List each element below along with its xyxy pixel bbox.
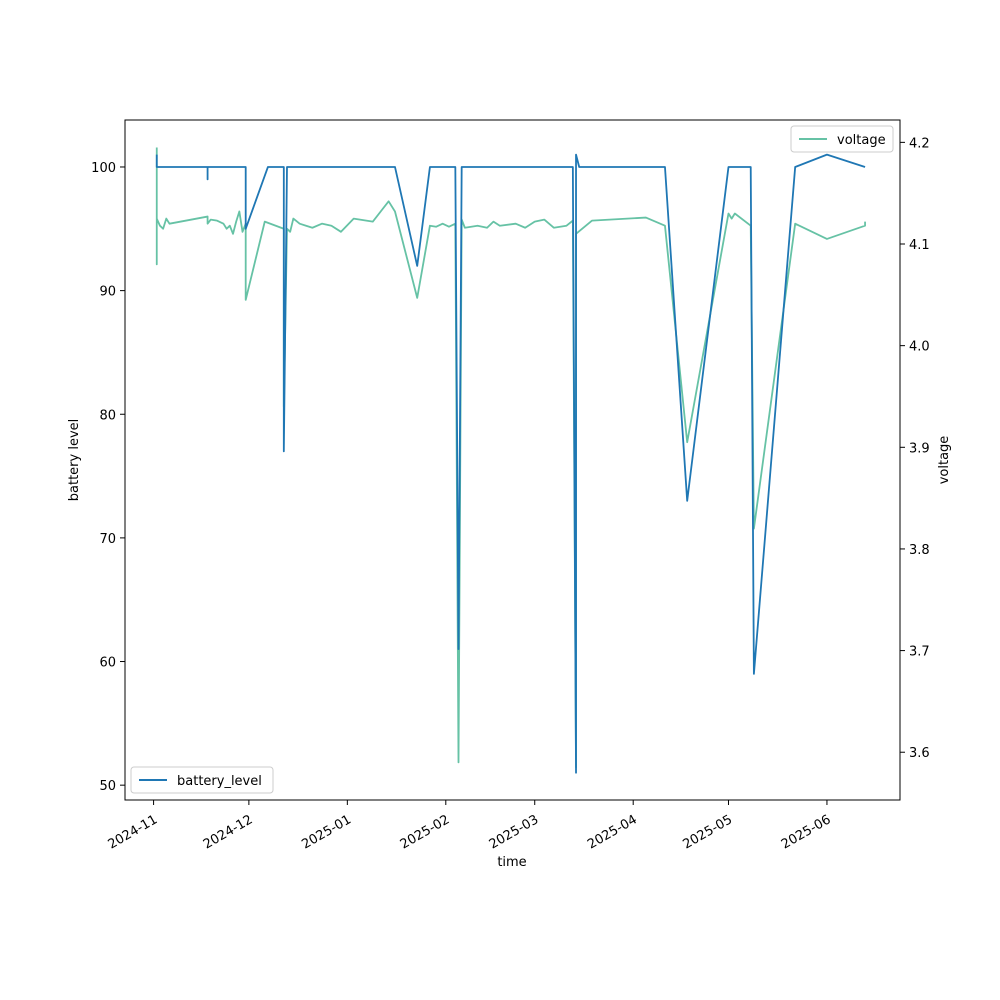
x-tick-label: 2025-04: [585, 812, 640, 852]
plot-frame: [124, 119, 901, 801]
y-left-tick-label: 60: [99, 656, 116, 671]
y-axis-right: 3.6 3.7 3.8 3.9 4.0 4.1 4.2: [900, 136, 930, 761]
y-axis-left-label: battery level: [67, 419, 82, 502]
x-tick-label: 2025-02: [398, 812, 453, 852]
y-axis-right-label: voltage: [937, 436, 952, 485]
y-left-tick-label: 90: [99, 285, 116, 300]
y-left-tick-label: 70: [99, 532, 116, 547]
y-right-tick-label: 4.0: [909, 340, 930, 355]
legend-battery-label: battery_level: [177, 774, 262, 789]
series-layer: [155, 147, 866, 774]
y-right-tick-label: 4.2: [909, 136, 930, 151]
y-right-tick-label: 4.1: [909, 238, 930, 253]
legend-voltage: voltage: [790, 125, 894, 153]
y-left-tick-label: 100: [91, 161, 116, 176]
x-axis-label: time: [497, 855, 526, 870]
y-right-tick-label: 3.6: [909, 746, 930, 761]
y-left-tick-label: 80: [99, 408, 116, 423]
series-line-battery-level: [155, 153, 866, 774]
legend-battery-frame: [130, 766, 274, 794]
x-tick-label: 2025-06: [779, 812, 834, 852]
series-line-voltage: [155, 147, 866, 769]
x-tick-label: 2025-05: [680, 812, 735, 852]
legend-battery: battery_level: [130, 766, 274, 794]
x-tick-label: 2024-11: [106, 812, 161, 852]
x-axis: 2024-11 2024-12 2025-01 2025-02 2025-03 2025-…: [106, 800, 834, 853]
y-right-tick-label: 3.7: [909, 645, 930, 660]
x-tick-label: 2025-01: [299, 812, 354, 852]
y-left-tick-label: 50: [99, 779, 116, 794]
x-tick-label: 2025-03: [487, 812, 542, 852]
y-right-tick-label: 3.8: [909, 543, 930, 558]
legend-voltage-label: voltage: [837, 133, 886, 148]
y-axis-left: 50 60 70 80 90 100: [91, 161, 125, 794]
x-tick-label: 2024-12: [201, 812, 256, 852]
y-right-tick-label: 3.9: [909, 441, 930, 456]
legend-voltage-frame: [790, 125, 894, 153]
